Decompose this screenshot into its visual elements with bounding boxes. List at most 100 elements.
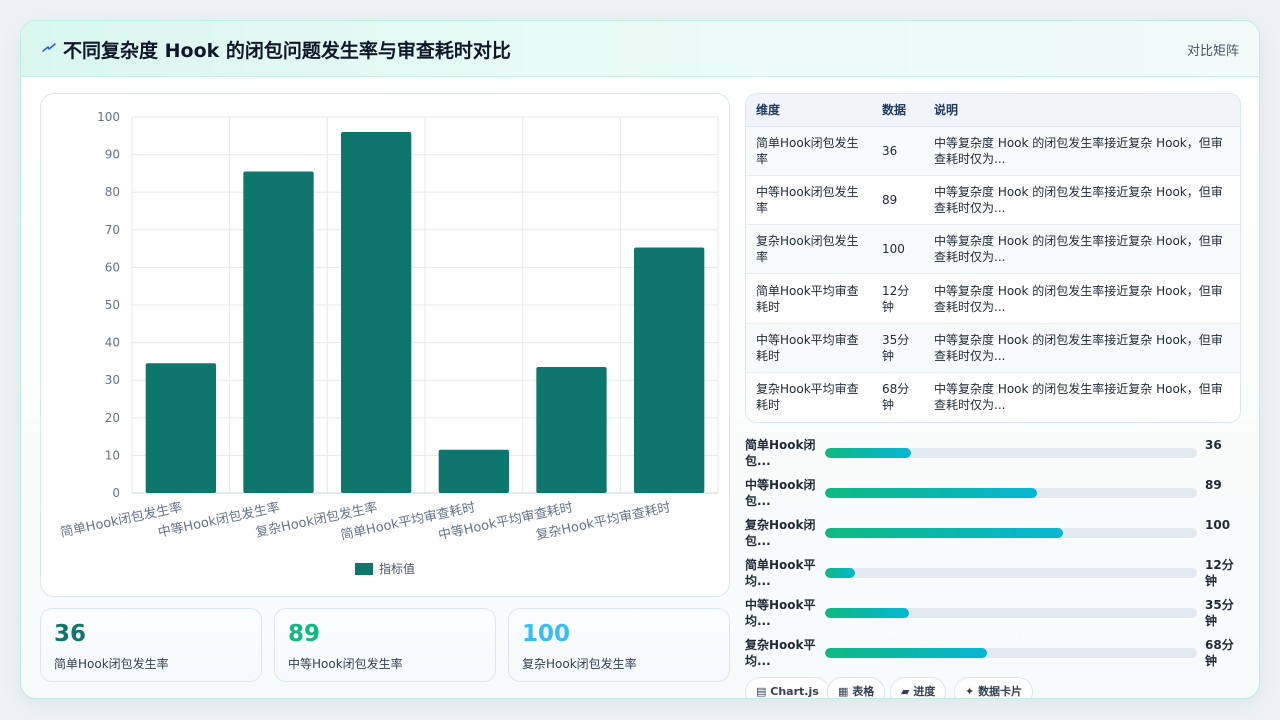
progress-fill	[825, 608, 909, 618]
progress-value: 36	[1205, 438, 1222, 452]
cell-dimension: 简单Hook闭包发生率	[746, 126, 872, 176]
chip-chartjs[interactable]: ▤ Chart.js	[745, 677, 830, 698]
data-table-card: 维度 数据 说明 简单Hook闭包发生率 36 中等复杂度 Hook 的闭包发生…	[745, 93, 1241, 423]
y-tick-label: 80	[105, 185, 120, 199]
y-tick-label: 0	[112, 486, 120, 500]
bar-chart: 0102030405060708090100简单Hook闭包发生率中等Hook闭…	[59, 110, 719, 576]
dashboard-frame: 不同复杂度 Hook 的闭包问题发生率与审查耗时对比 对比矩阵 0 10 20 30 4…	[20, 20, 1260, 699]
progress-label: 简单Hook闭包...	[745, 438, 816, 468]
progress-value: 68分钟	[1205, 638, 1234, 668]
progress-track	[825, 608, 1197, 618]
stat-card-complex: 100 复杂Hook闭包发生率	[508, 608, 730, 682]
y-tick-label: 100	[97, 110, 120, 124]
table-row: 简单Hook闭包发生率 36 中等复杂度 Hook 的闭包发生率接近复杂 Hoo…	[746, 126, 1240, 176]
bar	[243, 171, 314, 493]
cell-dimension: 中等Hook平均审查耗时	[746, 323, 872, 373]
table-row: 复杂Hook闭包发生率 100 中等复杂度 Hook 的闭包发生率接近复杂 Ho…	[746, 224, 1240, 275]
stat-card-medium: 89 中等Hook闭包发生率	[274, 608, 496, 682]
legend-label: 指标值	[379, 561, 415, 576]
table-header-row: 维度 数据 说明	[746, 94, 1240, 127]
y-tick-label: 10	[105, 448, 120, 462]
chart-icon: ▤	[756, 685, 767, 698]
chip-label: 表格	[852, 685, 875, 698]
progress-track	[825, 568, 1197, 578]
table-row: 中等Hook闭包发生率 89 中等复杂度 Hook 的闭包发生率接近复杂 Hoo…	[746, 175, 1240, 226]
bar	[536, 367, 607, 493]
lightning-icon	[42, 43, 56, 52]
cell-dimension: 简单Hook平均审查耗时	[746, 273, 872, 324]
table-row: 简单Hook平均审查耗时 12分钟 中等复杂度 Hook 的闭包发生率接近复杂 …	[746, 273, 1240, 324]
cell-description: 中等复杂度 Hook 的闭包发生率接近复杂 Hook，但审查耗时仅为...	[924, 273, 1240, 324]
stat-value: 100	[522, 621, 571, 647]
y-tick-label: 20	[105, 411, 120, 425]
progress-label: 复杂Hook闭包...	[745, 518, 816, 548]
progress-track	[825, 528, 1197, 538]
data-table: 维度 数据 说明 简单Hook闭包发生率 36 中等复杂度 Hook 的闭包发生…	[746, 94, 1240, 422]
progress-fill	[825, 488, 1038, 498]
progress-row: 复杂Hook平均... 68分钟	[745, 633, 1241, 673]
bar	[341, 132, 412, 493]
column-header-value: 数据	[872, 94, 924, 127]
y-tick-label: 90	[105, 148, 120, 162]
progress-fill	[825, 568, 855, 578]
table-icon: ▦	[838, 685, 849, 698]
stat-label: 复杂Hook闭包发生率	[522, 657, 637, 671]
y-tick-label: 70	[105, 223, 120, 237]
cell-description: 中等复杂度 Hook 的闭包发生率接近复杂 Hook，但审查耗时仅为...	[924, 323, 1240, 373]
progress-label: 复杂Hook平均...	[745, 638, 816, 668]
progress-track	[825, 448, 1197, 458]
progress-row: 中等Hook闭包... 89	[745, 473, 1241, 513]
column-header-dimension: 维度	[746, 94, 872, 127]
progress-label: 简单Hook平均...	[745, 558, 816, 588]
chip-progress[interactable]: ▰ 进度	[890, 677, 947, 698]
cell-value: 12分钟	[872, 273, 924, 324]
cell-dimension: 复杂Hook闭包发生率	[746, 224, 872, 275]
sparkle-icon: ✦	[965, 685, 975, 698]
progress-row: 简单Hook闭包... 36	[745, 433, 1241, 473]
stat-value: 36	[54, 621, 87, 647]
legend-swatch	[355, 563, 373, 575]
progress-row: 中等Hook平均... 35分钟	[745, 593, 1241, 633]
chip-label: 数据卡片	[978, 685, 1023, 698]
progress-list: 简单Hook闭包... 36 中等Hook闭包... 89 复杂Hook闭包..…	[745, 433, 1241, 683]
cell-value: 36	[872, 126, 924, 176]
chip-label: 进度	[913, 685, 936, 698]
progress-fill	[825, 448, 911, 458]
chip-data-cards[interactable]: ✦ 数据卡片	[954, 677, 1034, 698]
cell-description: 中等复杂度 Hook 的闭包发生率接近复杂 Hook，但审查耗时仅为...	[924, 126, 1240, 176]
cell-description: 中等复杂度 Hook 的闭包发生率接近复杂 Hook，但审查耗时仅为...	[924, 175, 1240, 226]
progress-value: 12分钟	[1205, 558, 1234, 588]
bar	[634, 247, 705, 493]
view-tag[interactable]: 对比矩阵	[1186, 44, 1239, 59]
cell-dimension: 中等Hook闭包发生率	[746, 175, 872, 226]
progress-track	[825, 648, 1197, 658]
progress-fill	[825, 528, 1064, 538]
bar	[438, 449, 509, 493]
bar	[145, 363, 216, 493]
progress-row: 复杂Hook闭包... 100	[745, 513, 1241, 553]
stat-label: 简单Hook闭包发生率	[54, 657, 169, 671]
progress-value: 100	[1205, 518, 1231, 532]
progress-row: 简单Hook平均... 12分钟	[745, 553, 1241, 593]
header: 不同复杂度 Hook 的闭包问题发生率与审查耗时对比 对比矩阵	[21, 21, 1259, 77]
progress-label: 中等Hook闭包...	[745, 478, 816, 508]
chip-table[interactable]: ▦ 表格	[827, 677, 886, 698]
page-title: 不同复杂度 Hook 的闭包问题发生率与审查耗时对比	[63, 40, 511, 62]
cell-description: 中等复杂度 Hook 的闭包发生率接近复杂 Hook，但审查耗时仅为...	[934, 382, 1223, 413]
stat-label: 中等Hook闭包发生率	[288, 657, 403, 671]
cell-value: 68分钟	[882, 382, 910, 413]
table-row: 中等Hook平均审查耗时 35分钟 中等复杂度 Hook 的闭包发生率接近复杂 …	[746, 323, 1240, 373]
stat-value: 89	[288, 621, 321, 647]
progress-fill	[825, 648, 987, 658]
cell-value: 35分钟	[872, 323, 924, 373]
bar-chart-card: 0 10 20 30 40 50 60 70 80 90 100 简单Hook闭包发生率 中等Hook闭…	[40, 93, 730, 597]
progress-label: 中等Hook平均...	[745, 598, 816, 628]
table-row: 复杂Hook平均审查耗时 68分钟 中等复杂度 Hook 的闭包发生率接近复杂 …	[746, 372, 1240, 422]
progress-icon: ▰	[901, 685, 910, 698]
progress-value: 35分钟	[1205, 598, 1234, 628]
y-tick-label: 40	[105, 336, 120, 350]
cell-dimension: 复杂Hook平均审查耗时	[756, 382, 859, 413]
cell-value: 100	[872, 224, 924, 275]
stat-card-simple: 36 简单Hook闭包发生率	[40, 608, 262, 682]
cell-value: 89	[872, 175, 924, 226]
